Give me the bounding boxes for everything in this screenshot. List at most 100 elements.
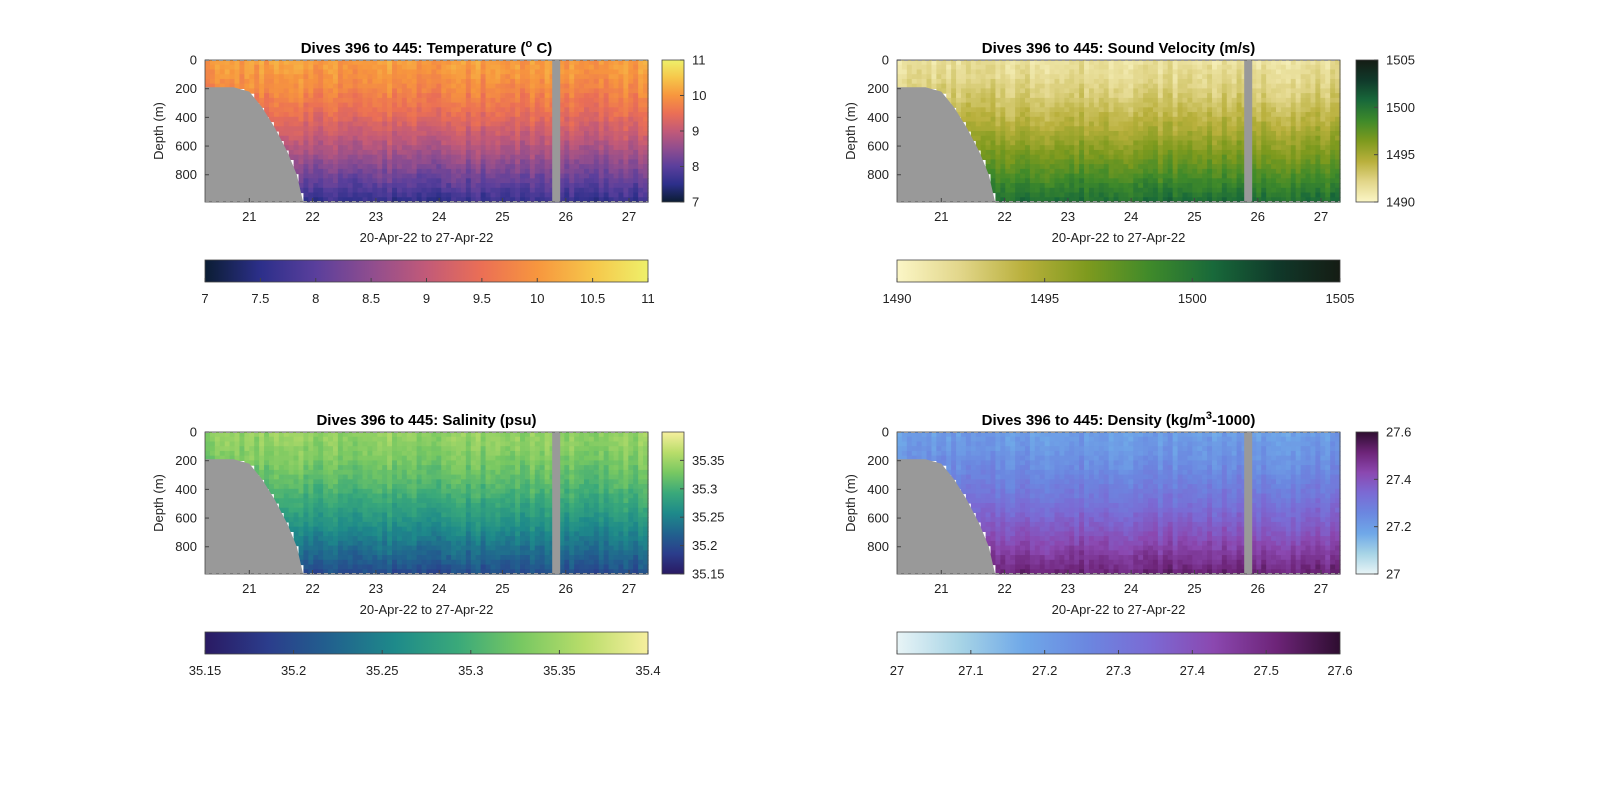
side-colorbar-label: 7 bbox=[692, 195, 699, 210]
heatmap-cell bbox=[1212, 168, 1218, 175]
heatmap-cell bbox=[539, 102, 546, 108]
heatmap-cell bbox=[298, 503, 305, 509]
heatmap-cell bbox=[283, 69, 290, 75]
heatmap-cell bbox=[406, 121, 413, 127]
heatmap-cell bbox=[1177, 164, 1184, 170]
heatmap-cell bbox=[980, 121, 987, 127]
heatmap-cell bbox=[342, 107, 349, 113]
heatmap-cell bbox=[396, 64, 403, 71]
heatmap-cell bbox=[946, 97, 952, 104]
heatmap-cell bbox=[1236, 97, 1243, 104]
heatmap-cell bbox=[416, 145, 423, 151]
heatmap-cell bbox=[515, 159, 521, 165]
heatmap-cell bbox=[539, 78, 546, 85]
heatmap-cell bbox=[328, 197, 334, 203]
x-tick-label: 27 bbox=[1314, 209, 1328, 224]
heatmap-cell bbox=[1128, 107, 1134, 113]
heatmap-cell bbox=[1138, 121, 1144, 127]
heatmap-cell bbox=[941, 83, 947, 89]
bottom-colorbar-label: 11 bbox=[641, 291, 655, 306]
heatmap-cell bbox=[505, 64, 511, 71]
heatmap-cell bbox=[323, 154, 329, 160]
heatmap-cell bbox=[465, 64, 472, 71]
heatmap-cell bbox=[1088, 69, 1095, 75]
heatmap-cell bbox=[1157, 183, 1164, 189]
heatmap-cell bbox=[598, 69, 605, 75]
heatmap-cell bbox=[313, 145, 319, 151]
heatmap-cell bbox=[1039, 126, 1046, 132]
heatmap-cell bbox=[318, 197, 324, 203]
heatmap-cell bbox=[584, 183, 590, 189]
heatmap-cell bbox=[1305, 140, 1312, 146]
heatmap-cell bbox=[264, 112, 270, 118]
heatmap-cell bbox=[534, 140, 541, 146]
heatmap-cell bbox=[421, 74, 428, 80]
heatmap-cell bbox=[1113, 74, 1120, 80]
heatmap-cell bbox=[524, 173, 531, 179]
heatmap-cell bbox=[1103, 192, 1110, 198]
heatmap-cell bbox=[901, 78, 908, 85]
heatmap-cell bbox=[1276, 97, 1282, 104]
heatmap-cell bbox=[1039, 197, 1046, 203]
heatmap-cell bbox=[1167, 197, 1174, 203]
heatmap-cell bbox=[985, 126, 992, 132]
heatmap-cell bbox=[1236, 183, 1243, 189]
heatmap-cell bbox=[1015, 173, 1021, 179]
heatmap-cell bbox=[485, 192, 492, 198]
heatmap-cell bbox=[520, 140, 526, 146]
heatmap-cell bbox=[1276, 164, 1282, 170]
heatmap-cell bbox=[965, 93, 972, 99]
heatmap-cell bbox=[1207, 60, 1213, 66]
heatmap-cell bbox=[1202, 107, 1208, 113]
heatmap-cell bbox=[382, 164, 388, 170]
heatmap-cell bbox=[1276, 126, 1282, 132]
heatmap-cell bbox=[1128, 149, 1134, 156]
heatmap-cell bbox=[1197, 116, 1203, 123]
heatmap-cell bbox=[387, 131, 393, 137]
heatmap-cell bbox=[470, 88, 477, 94]
heatmap-cell bbox=[1064, 112, 1070, 118]
heatmap-cell bbox=[1138, 74, 1144, 80]
heatmap-cell bbox=[569, 159, 575, 165]
heatmap-cell bbox=[515, 97, 521, 104]
heatmap-cell bbox=[1285, 83, 1292, 89]
heatmap-cell bbox=[367, 140, 373, 146]
heatmap-cell bbox=[628, 97, 634, 104]
heatmap-cell bbox=[1221, 183, 1228, 189]
heatmap-cell bbox=[308, 78, 314, 85]
heatmap-cell bbox=[372, 88, 378, 94]
heatmap-cell bbox=[985, 88, 992, 94]
heatmap-cell bbox=[1266, 135, 1272, 142]
heatmap-cell bbox=[273, 441, 280, 447]
heatmap-cell bbox=[244, 60, 250, 66]
heatmap-cell bbox=[1020, 74, 1026, 80]
heatmap-cell bbox=[1152, 192, 1159, 198]
heatmap-cell bbox=[1133, 97, 1139, 104]
heatmap-cell bbox=[406, 145, 413, 151]
heatmap-cell bbox=[396, 83, 403, 89]
heatmap-cell bbox=[347, 197, 354, 203]
heatmap-cell bbox=[1285, 197, 1292, 203]
heatmap-cell bbox=[490, 116, 497, 123]
heatmap-cell bbox=[985, 145, 992, 151]
heatmap-cell bbox=[1197, 183, 1203, 189]
heatmap-cell bbox=[1000, 93, 1006, 99]
heatmap-cell bbox=[416, 159, 423, 165]
heatmap-cell bbox=[1207, 116, 1213, 123]
heatmap-cell bbox=[288, 140, 295, 146]
heatmap-cell bbox=[1152, 131, 1159, 137]
heatmap-cell bbox=[1093, 93, 1100, 99]
heatmap-cell bbox=[1167, 140, 1174, 146]
heatmap-cell bbox=[1074, 126, 1080, 132]
heatmap-cell bbox=[219, 450, 226, 457]
heatmap-cell bbox=[1088, 126, 1095, 132]
y-tick-label: 200 bbox=[175, 81, 197, 96]
heatmap-cell bbox=[510, 187, 516, 194]
heatmap-cell bbox=[1271, 93, 1277, 99]
heatmap-cell bbox=[520, 183, 526, 189]
heatmap-cell bbox=[431, 145, 437, 151]
heatmap-cell bbox=[1138, 102, 1144, 108]
heatmap-cell bbox=[1182, 121, 1189, 127]
heatmap-cell bbox=[224, 455, 231, 461]
heatmap-cell bbox=[1039, 116, 1046, 123]
